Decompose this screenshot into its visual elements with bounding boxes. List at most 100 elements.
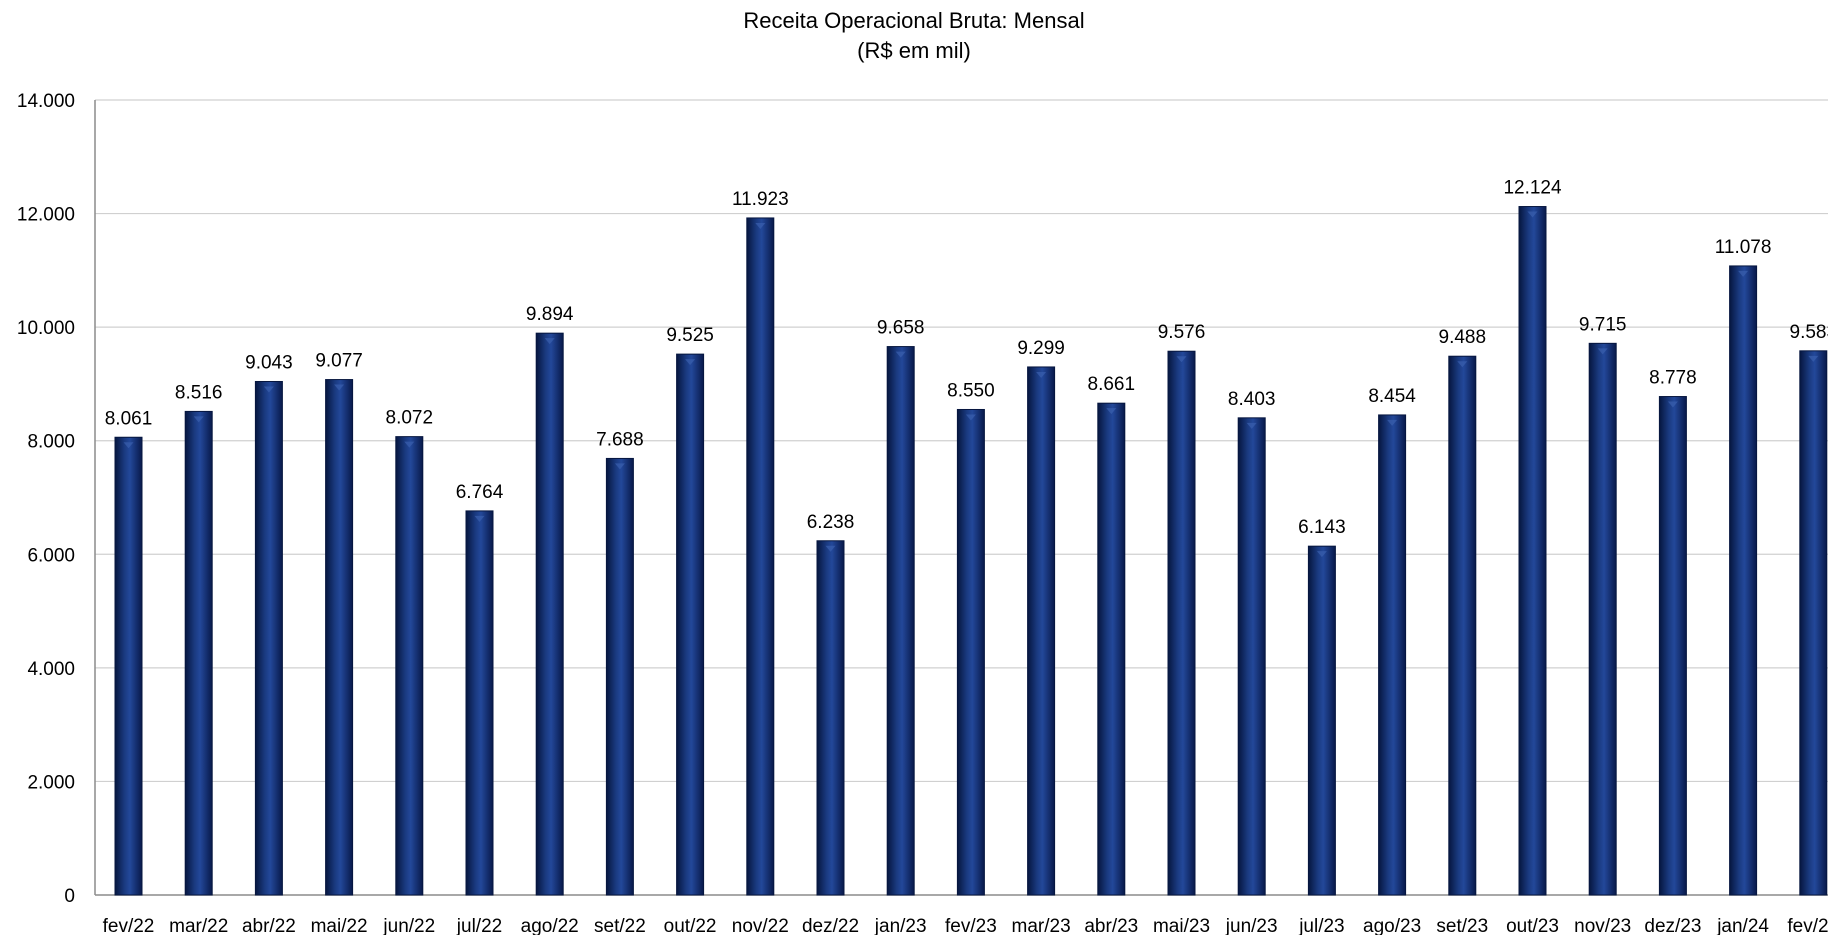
data-label: 9.299 [1017, 338, 1065, 359]
x-tick-label: out/22 [664, 916, 717, 935]
bar-cap [755, 222, 766, 229]
y-tick-label: 12.000 [17, 205, 75, 226]
data-label: 8.778 [1649, 368, 1697, 389]
bar [1307, 545, 1336, 896]
data-label: 11.923 [732, 189, 789, 210]
data-label: 9.043 [245, 352, 293, 373]
bar [1518, 206, 1547, 896]
bar-cap [1667, 401, 1678, 408]
x-tick-label: dez/23 [1644, 916, 1701, 935]
bar [1097, 402, 1126, 896]
bar [816, 540, 845, 896]
chart-title: Receita Operacional Bruta: Mensal [743, 8, 1085, 33]
data-label: 8.516 [175, 382, 223, 403]
x-tick-label: nov/23 [1574, 916, 1631, 935]
bar-cap [1176, 356, 1187, 363]
bar-cap [1387, 419, 1398, 426]
bar [746, 217, 775, 896]
data-label: 8.550 [947, 380, 995, 401]
data-label: 9.077 [315, 351, 363, 372]
bar [535, 332, 564, 896]
bar [1729, 265, 1758, 896]
bar-cap [474, 515, 485, 522]
bar [605, 457, 634, 896]
bar-cap [1316, 551, 1327, 558]
bar-cap [965, 414, 976, 421]
x-tick-label: jul/22 [456, 916, 502, 935]
y-tick-label: 6.000 [27, 545, 75, 566]
x-tick-label: fev/23 [945, 916, 997, 935]
bar [395, 436, 424, 896]
data-label: 12.124 [1503, 178, 1562, 199]
y-tick-label: 0 [64, 886, 75, 907]
bar-cap [1527, 211, 1538, 218]
data-label: 9.576 [1158, 322, 1206, 343]
data-label: 8.072 [386, 408, 434, 429]
bar-cap [123, 442, 134, 449]
bar [1799, 350, 1828, 896]
bar-cap [263, 386, 274, 393]
bar [325, 379, 354, 896]
data-label: 7.688 [596, 429, 644, 450]
bar-cap [1597, 348, 1608, 355]
data-label: 9.894 [526, 304, 574, 325]
bar-cap [895, 351, 906, 358]
bar-cap [1738, 270, 1749, 277]
data-label: 9.715 [1579, 314, 1627, 335]
bar-cap [544, 338, 555, 345]
data-label: 9.488 [1439, 327, 1487, 348]
x-tick-label: ago/22 [521, 916, 579, 935]
data-label: 8.061 [105, 408, 153, 429]
bar [676, 353, 705, 896]
bar [1658, 396, 1687, 896]
data-label: 9.583 [1790, 322, 1828, 343]
bar-cap [614, 463, 625, 470]
bar [184, 410, 213, 896]
x-tick-label: nov/22 [732, 916, 789, 935]
bar [114, 436, 143, 896]
y-tick-label: 8.000 [27, 432, 75, 453]
data-label: 6.238 [807, 512, 855, 533]
data-label: 8.403 [1228, 389, 1276, 410]
bar [465, 510, 494, 896]
x-tick-label: abr/22 [242, 916, 296, 935]
bar-cap [825, 545, 836, 552]
bar [1448, 355, 1477, 896]
y-tick-label: 10.000 [17, 318, 75, 339]
x-tick-label: fev/24 [1787, 916, 1828, 935]
bar-cap [334, 384, 345, 391]
data-label: 6.143 [1298, 517, 1346, 538]
y-tick-label: 14.000 [17, 91, 75, 112]
bar [254, 380, 283, 896]
data-label: 9.525 [666, 325, 714, 346]
x-tick-label: mar/22 [169, 916, 228, 935]
data-label: 11.078 [1715, 237, 1772, 258]
chart-subtitle: (R$ em mil) [857, 38, 971, 63]
bar [1378, 414, 1407, 896]
data-label: 9.658 [877, 318, 925, 339]
x-tick-label: dez/22 [802, 916, 859, 935]
bar-cap [1457, 361, 1468, 368]
x-tick-label: fev/22 [103, 916, 155, 935]
x-tick-label: set/23 [1436, 916, 1488, 935]
x-tick-label: ago/23 [1363, 916, 1421, 935]
x-tick-label: mai/22 [311, 916, 368, 935]
y-tick-label: 2.000 [27, 772, 75, 793]
data-label: 6.764 [456, 482, 504, 503]
x-tick-label: mai/23 [1153, 916, 1210, 935]
data-label: 8.454 [1368, 386, 1416, 407]
bar-cap [1246, 422, 1257, 429]
x-tick-label: out/23 [1506, 916, 1559, 935]
bar-cap [685, 359, 696, 366]
x-tick-label: abr/23 [1084, 916, 1138, 935]
bar [1167, 350, 1196, 896]
x-tick-label: jul/23 [1298, 916, 1344, 935]
bar-cap [193, 416, 204, 423]
bar-cap [1808, 355, 1819, 362]
bar [886, 346, 915, 896]
bar [1027, 366, 1056, 896]
x-tick-label: jun/23 [1225, 916, 1278, 935]
x-tick-label: jun/22 [382, 916, 435, 935]
